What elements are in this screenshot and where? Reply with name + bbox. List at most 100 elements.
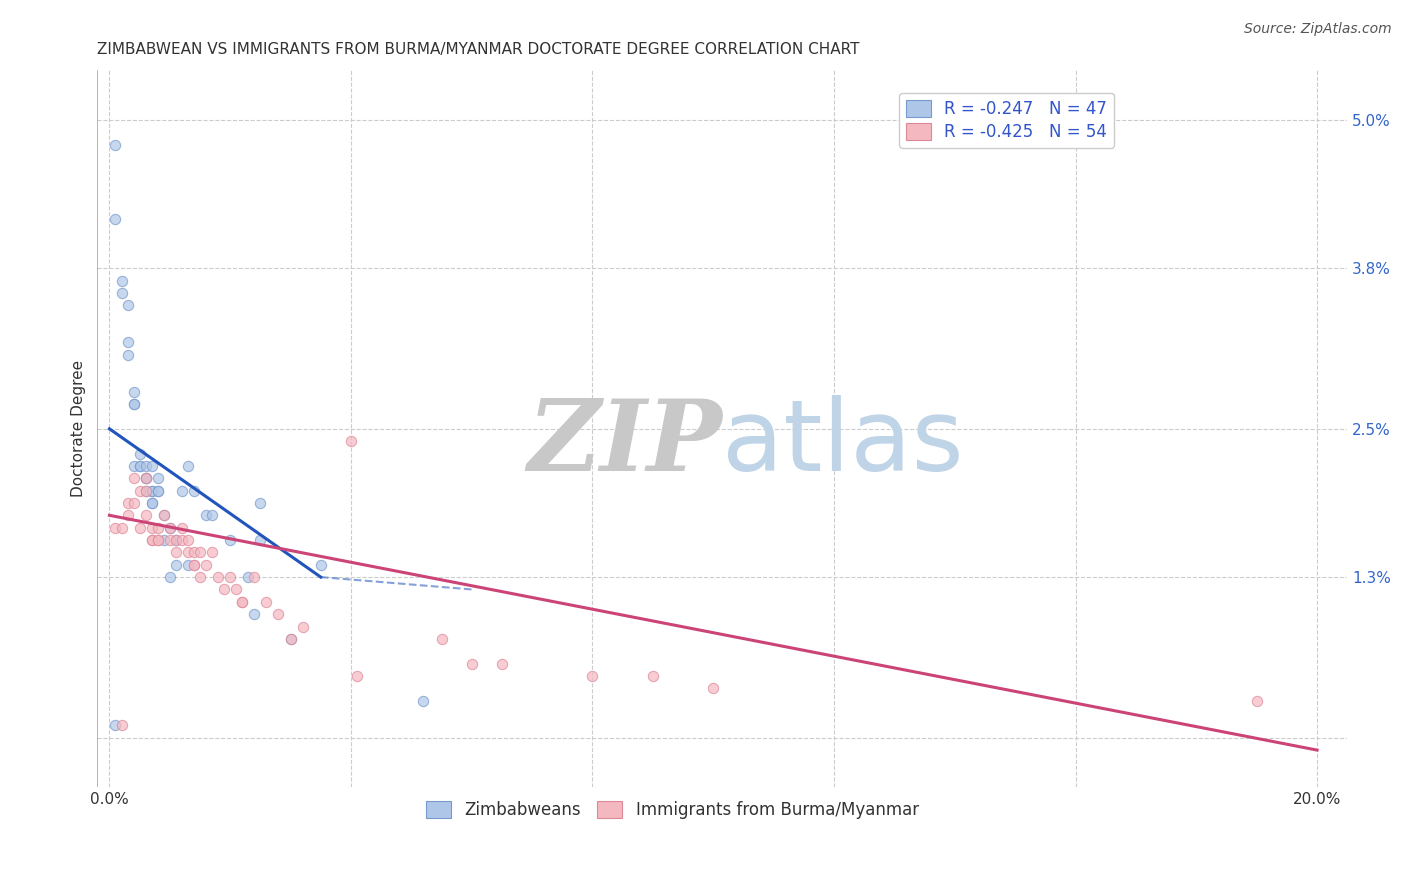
Point: [146, 533, 169, 547]
Point: [1246, 693, 1268, 707]
Point: [219, 570, 242, 584]
Point: [117, 508, 139, 523]
Point: [231, 595, 253, 609]
Point: [254, 595, 277, 609]
Point: [170, 533, 193, 547]
Point: [165, 533, 187, 547]
Point: [188, 570, 211, 584]
Point: [135, 508, 157, 523]
Point: [165, 545, 187, 559]
Point: [141, 458, 163, 473]
Point: [249, 496, 271, 510]
Point: [243, 570, 266, 584]
Point: [110, 521, 132, 535]
Point: [183, 545, 205, 559]
Point: [183, 483, 205, 498]
Point: [117, 348, 139, 362]
Point: [461, 657, 484, 671]
Point: [141, 483, 163, 498]
Point: [141, 533, 163, 547]
Point: [201, 508, 224, 523]
Point: [135, 483, 157, 498]
Point: [280, 632, 302, 646]
Point: [128, 521, 150, 535]
Point: [128, 483, 150, 498]
Point: [146, 521, 169, 535]
Point: [249, 533, 271, 547]
Point: [122, 471, 145, 485]
Point: [159, 570, 181, 584]
Point: [309, 558, 332, 572]
Point: [146, 471, 169, 485]
Point: [135, 471, 157, 485]
Point: [177, 458, 200, 473]
Point: [188, 545, 211, 559]
Point: [110, 718, 132, 732]
Point: [122, 384, 145, 399]
Point: [117, 335, 139, 350]
Point: [581, 669, 603, 683]
Point: [135, 471, 157, 485]
Point: [183, 558, 205, 572]
Point: [212, 582, 235, 597]
Point: [146, 483, 169, 498]
Point: [195, 558, 218, 572]
Point: [267, 607, 290, 622]
Point: [141, 533, 163, 547]
Point: [159, 521, 181, 535]
Point: [122, 458, 145, 473]
Point: [291, 619, 314, 633]
Text: Source: ZipAtlas.com: Source: ZipAtlas.com: [1244, 22, 1392, 37]
Point: [122, 496, 145, 510]
Point: [170, 483, 193, 498]
Point: [177, 533, 200, 547]
Point: [141, 521, 163, 535]
Point: [152, 533, 174, 547]
Point: [641, 669, 664, 683]
Point: [104, 521, 127, 535]
Legend: Zimbabweans, Immigrants from Burma/Myanmar: Zimbabweans, Immigrants from Burma/Myanm…: [419, 794, 925, 825]
Point: [165, 533, 187, 547]
Point: [152, 508, 174, 523]
Point: [231, 595, 253, 609]
Point: [135, 483, 157, 498]
Point: [104, 137, 127, 152]
Point: [128, 458, 150, 473]
Point: [110, 273, 132, 287]
Point: [430, 632, 453, 646]
Point: [122, 397, 145, 411]
Point: [122, 397, 145, 411]
Point: [110, 285, 132, 300]
Point: [177, 545, 200, 559]
Point: [207, 570, 229, 584]
Point: [159, 521, 181, 535]
Point: [128, 458, 150, 473]
Point: [412, 693, 434, 707]
Point: [104, 211, 127, 226]
Point: [280, 632, 302, 646]
Point: [340, 434, 363, 449]
Point: [146, 483, 169, 498]
Point: [219, 533, 242, 547]
Point: [177, 558, 200, 572]
Point: [201, 545, 224, 559]
Point: [183, 558, 205, 572]
Point: [243, 607, 266, 622]
Point: [117, 496, 139, 510]
Point: [135, 458, 157, 473]
Point: [141, 496, 163, 510]
Y-axis label: Doctorate Degree: Doctorate Degree: [72, 360, 86, 498]
Point: [702, 681, 724, 696]
Point: [152, 508, 174, 523]
Point: [117, 298, 139, 312]
Point: [135, 471, 157, 485]
Point: [195, 508, 218, 523]
Point: [141, 496, 163, 510]
Point: [146, 533, 169, 547]
Point: [170, 521, 193, 535]
Text: ZIMBABWEAN VS IMMIGRANTS FROM BURMA/MYANMAR DOCTORATE DEGREE CORRELATION CHART: ZIMBABWEAN VS IMMIGRANTS FROM BURMA/MYAN…: [97, 42, 860, 57]
Text: atlas: atlas: [723, 394, 965, 491]
Point: [141, 483, 163, 498]
Point: [159, 533, 181, 547]
Point: [346, 669, 368, 683]
